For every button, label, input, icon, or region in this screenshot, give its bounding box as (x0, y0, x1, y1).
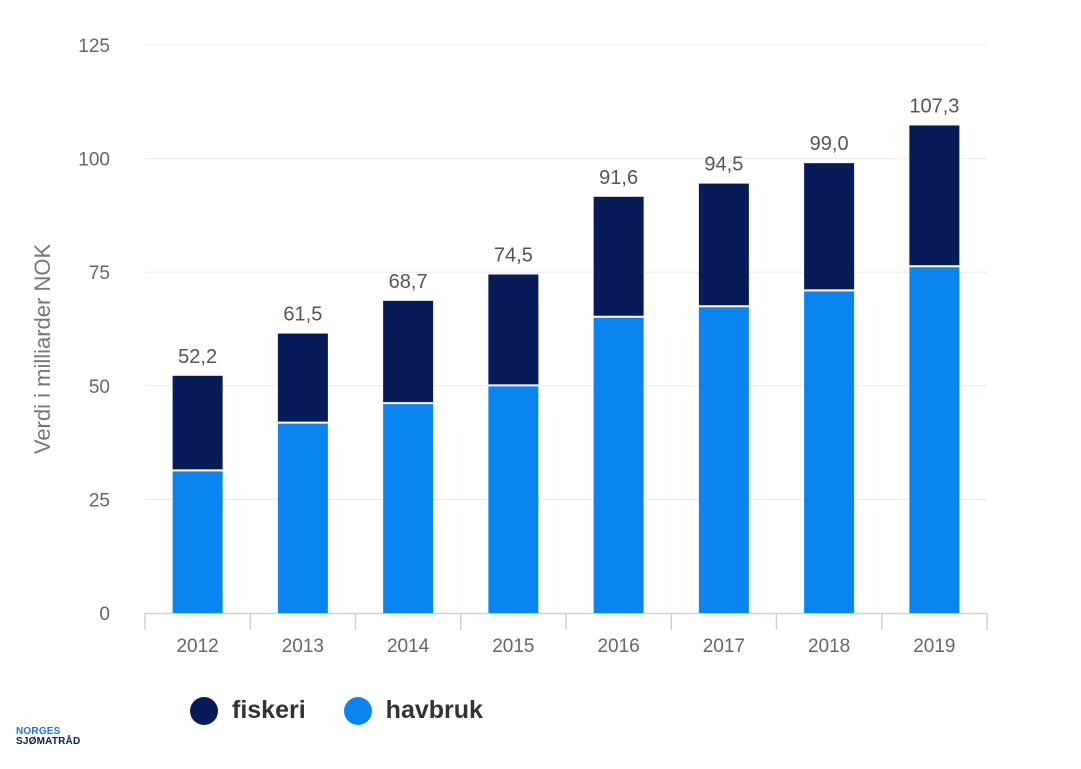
legend-item-fiskeri[interactable]: fiskeri (190, 696, 306, 725)
bar-fiskeri-2016 (593, 196, 644, 317)
y-axis-title: Verdi i milliarder NOK (30, 244, 55, 455)
bar-havbruk-2012 (172, 470, 223, 613)
logo-line-2: SJØMATRÅD (16, 736, 81, 747)
bar-total-label: 91,6 (599, 167, 638, 189)
bar-havbruk-2016 (593, 316, 644, 613)
labels: 52,2 2012 61,5 2013 68,7 2014 74,5 2015 91,6 2016… (176, 95, 959, 657)
bar-fiskeri-2012 (172, 375, 223, 471)
bar-havbruk-2017 (698, 306, 749, 613)
bar-total-label: 99,0 (810, 133, 849, 155)
logo-line-1: NORGES (16, 726, 61, 737)
bar-fiskeri-2018 (804, 163, 855, 291)
bar-total-label: 94,5 (704, 154, 743, 176)
bars (172, 125, 960, 613)
gridlines (145, 44, 987, 500)
bar-havbruk-2019 (909, 266, 960, 613)
bar-fiskeri-2015 (488, 274, 539, 386)
legend-label-fiskeri: fiskeri (232, 696, 306, 724)
x-tick-label: 2019 (913, 636, 955, 657)
legend-label-havbruk: havbruk (385, 696, 483, 724)
bar-havbruk-2018 (804, 290, 855, 613)
y-tick-label: 100 (78, 150, 110, 171)
legend-swatch-havbruk (343, 696, 372, 725)
x-tick-label: 2014 (387, 636, 430, 657)
bar-total-label: 61,5 (283, 304, 322, 326)
y-tick-label: 125 (78, 36, 110, 57)
x-tick-label: 2012 (176, 636, 218, 657)
bar-fiskeri-2019 (909, 125, 960, 267)
bar-total-label: 68,7 (389, 271, 428, 293)
bar-havbruk-2014 (383, 403, 434, 613)
x-tick-label: 2015 (492, 636, 534, 657)
y-tick-label: 0 (99, 604, 110, 625)
axes: 0 25 50 75 100 125 Verdi i milliarder NOK (30, 36, 988, 630)
legend-item-havbruk[interactable]: havbruk (343, 696, 483, 725)
y-tick-label: 50 (89, 377, 110, 398)
x-tick-label: 2017 (703, 636, 745, 657)
norges-sjomatrad-logo: NORGES SJØMATRÅD (16, 727, 80, 747)
legend-swatch-fiskeri (190, 696, 218, 725)
bar-fiskeri-2013 (277, 333, 328, 423)
y-tick-label: 25 (89, 490, 110, 511)
legend: fiskeri havbruk (190, 696, 521, 725)
bar-total-label: 107,3 (909, 95, 959, 117)
bar-fiskeri-2017 (698, 183, 749, 307)
x-tick-label: 2016 (597, 636, 639, 657)
bar-fiskeri-2014 (383, 300, 434, 404)
bar-total-label: 74,5 (494, 244, 533, 266)
bar-total-label: 52,2 (178, 346, 217, 368)
x-tick-label: 2013 (282, 636, 324, 657)
bar-havbruk-2013 (277, 422, 328, 613)
x-tick-label: 2018 (808, 636, 850, 657)
bar-havbruk-2015 (488, 385, 539, 613)
y-tick-label: 75 (89, 263, 110, 284)
bar-chart: 0 25 50 75 100 125 Verdi i milliarder NOK 52,2… (30, 36, 988, 657)
